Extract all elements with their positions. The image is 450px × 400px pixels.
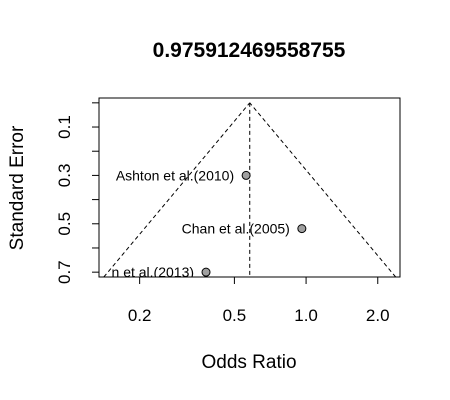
x-tick-label: 0.2 xyxy=(128,306,152,325)
funnel-right-line xyxy=(249,102,397,277)
study-label: Ashton et al.(2010) xyxy=(116,167,234,183)
x-tick-label: 0.5 xyxy=(223,306,247,325)
y-tick-label: 0.3 xyxy=(55,164,74,188)
funnel-lines xyxy=(103,102,397,277)
x-axis: 0.2 0.5 1.0 2.0 xyxy=(128,276,390,325)
chart-title: 0.975912469558755 xyxy=(153,39,346,62)
y-axis-label: Standard Error xyxy=(7,125,28,250)
study-label: Chan et al.(2005) xyxy=(182,221,290,237)
y-axis: 0.1 0.3 0.5 0.7 xyxy=(55,102,100,284)
funnel-left-line xyxy=(103,102,251,277)
study-point xyxy=(241,170,251,180)
study-labels: Ashton et al.(2010) Chan et al.(2005) n et… xyxy=(112,167,290,280)
y-tick-label: 0.7 xyxy=(55,260,74,284)
y-tick-label: 0.5 xyxy=(55,212,74,236)
x-tick-label: 2.0 xyxy=(366,306,390,325)
y-tick-label: 0.1 xyxy=(55,115,74,139)
study-point xyxy=(297,224,307,234)
study-label: n et al.(2013) xyxy=(112,264,195,280)
study-point xyxy=(201,267,211,277)
data-points xyxy=(201,170,307,277)
x-axis-label: Odds Ratio xyxy=(201,352,296,373)
x-tick-label: 1.0 xyxy=(294,306,318,325)
